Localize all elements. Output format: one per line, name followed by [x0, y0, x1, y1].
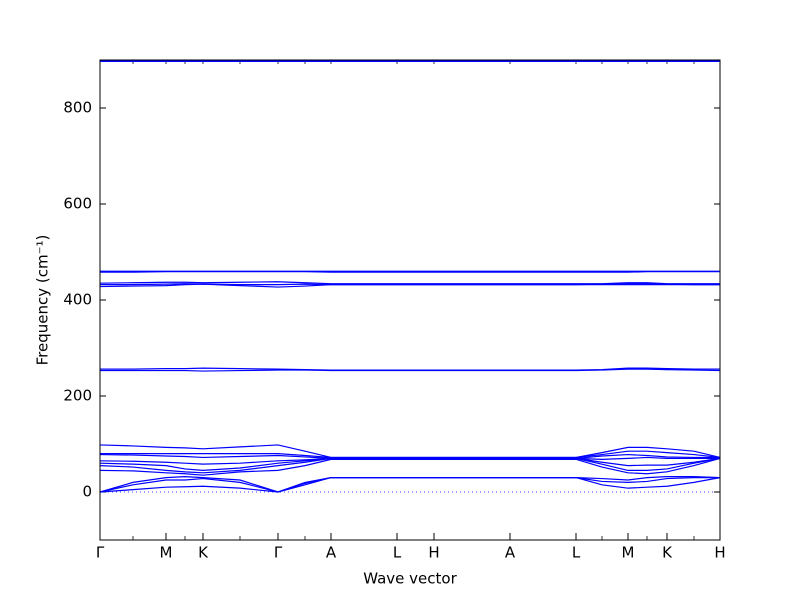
plot-frame: [99, 59, 721, 541]
x-tick-label: L: [572, 544, 581, 562]
band-line: [99, 476, 721, 493]
x-tick-label: Γ: [274, 544, 283, 562]
x-tick-label: A: [505, 544, 516, 562]
y-tick-label: 200: [63, 387, 92, 405]
y-axis-label: Frequency (cm⁻¹): [34, 235, 52, 366]
y-tick-label: 400: [63, 291, 92, 309]
x-axis-label: Wave vector: [363, 570, 457, 588]
band-line: [99, 457, 721, 472]
x-tick-label: M: [622, 544, 635, 562]
y-tick-label: 800: [63, 99, 92, 117]
y-tick-label: 600: [63, 195, 92, 213]
band-line: [100, 367, 720, 371]
band-line: [99, 281, 720, 285]
x-tick-label: H: [428, 544, 439, 562]
band-line: [99, 283, 720, 288]
band-line: [99, 444, 721, 459]
x-tick-label: H: [714, 544, 725, 562]
y-tick-label: 0: [82, 483, 92, 501]
x-tick-label: K: [198, 544, 209, 562]
x-tick-label: M: [160, 544, 173, 562]
band-line: [99, 457, 721, 476]
x-tick-label: Γ: [96, 544, 105, 562]
band-line: [99, 453, 720, 459]
x-tick-label: K: [662, 544, 673, 562]
x-tick-label: A: [326, 544, 337, 562]
x-tick-label: L: [393, 544, 402, 562]
